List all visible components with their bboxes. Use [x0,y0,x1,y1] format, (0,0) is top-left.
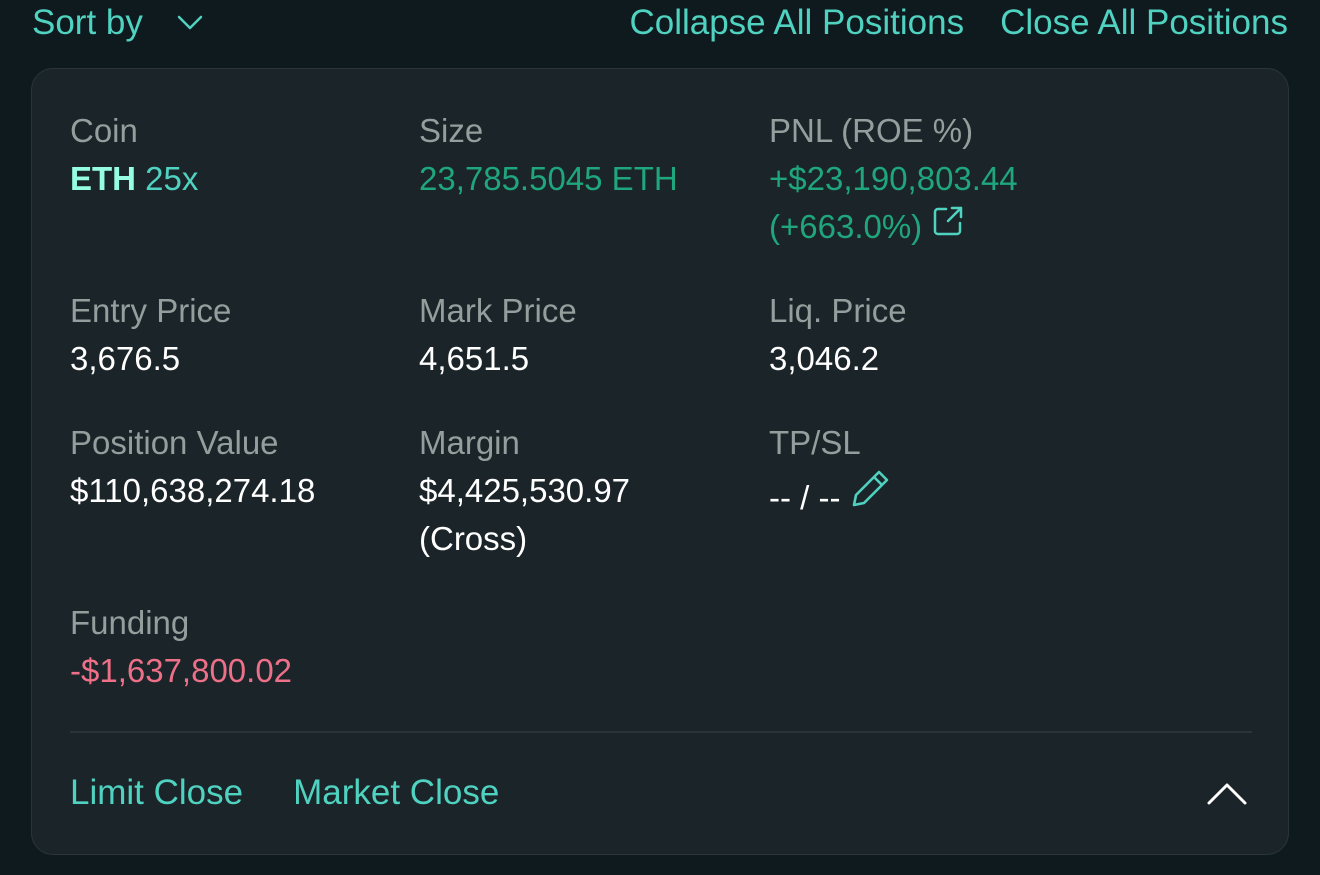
mark-price-field: Mark Price 4,651.5 [419,287,577,383]
liq-price-value: 3,046.2 [769,340,880,377]
margin-field: Margin $4,425,530.97 (Cross) [419,419,630,563]
entry-price-label: Entry Price [70,292,232,329]
roe-value: (+663.0%) [769,208,923,245]
coin-value: ETH 25x [70,155,198,203]
position-value-label: Position Value [70,424,279,461]
coin-symbol[interactable]: ETH [70,160,136,197]
size-value: 23,785.5045 ETH [419,160,678,197]
margin-label: Margin [419,424,520,461]
roe-line: (+663.0%) [769,203,1018,251]
funding-value: -$1,637,800.02 [70,652,293,689]
tpsl-label: TP/SL [769,424,861,461]
external-link-icon[interactable] [931,204,965,238]
pencil-icon[interactable] [850,467,892,509]
positions-toolbar: Sort by Collapse All Positions Close All… [0,0,1320,50]
pnl-field: PNL (ROE %) +$23,190,803.44 (+663.0%) [769,107,1018,251]
market-close-button[interactable]: Market Close [293,773,500,812]
close-all-positions-button[interactable]: Close All Positions [1000,3,1288,42]
toolbar-actions: Collapse All Positions Close All Positio… [629,2,1288,44]
size-field: Size 23,785.5045 ETH [419,107,678,203]
collapse-all-positions-button[interactable]: Collapse All Positions [629,3,965,42]
liq-price-field: Liq. Price 3,046.2 [769,287,907,383]
pnl-label: PNL (ROE %) [769,112,974,149]
close-actions: Limit Close Market Close [70,769,499,817]
tpsl-line: -- / -- [769,467,892,522]
funding-label: Funding [70,604,190,641]
margin-value: $4,425,530.97 [419,472,631,509]
card-divider [70,731,1252,733]
entry-price-field: Entry Price 3,676.5 [70,287,231,383]
position-card: Coin ETH 25x Size 23,785.5045 ETH PNL (R… [31,68,1289,855]
coin-field: Coin ETH 25x [70,107,198,203]
funding-field: Funding -$1,637,800.02 [70,599,292,695]
size-label: Size [419,112,484,149]
position-value-value: $110,638,274.18 [70,472,316,509]
liq-price-label: Liq. Price [769,292,907,329]
tpsl-value: -- / -- [769,479,841,516]
tpsl-field: TP/SL -- / -- [769,419,892,522]
sort-by-label: Sort by [32,3,143,42]
coin-label: Coin [70,112,138,149]
limit-close-button[interactable]: Limit Close [70,773,244,812]
chevron-down-icon [177,15,203,30]
mark-price-label: Mark Price [419,292,577,329]
chevron-up-icon[interactable] [1206,779,1248,807]
leverage-badge[interactable]: 25x [145,160,199,197]
pnl-value: +$23,190,803.44 [769,160,1018,197]
position-value-field: Position Value $110,638,274.18 [70,419,315,515]
entry-price-value: 3,676.5 [70,340,181,377]
margin-mode: (Cross) [419,520,528,557]
mark-price-value: 4,651.5 [419,340,530,377]
sort-by-dropdown[interactable]: Sort by [32,2,203,44]
